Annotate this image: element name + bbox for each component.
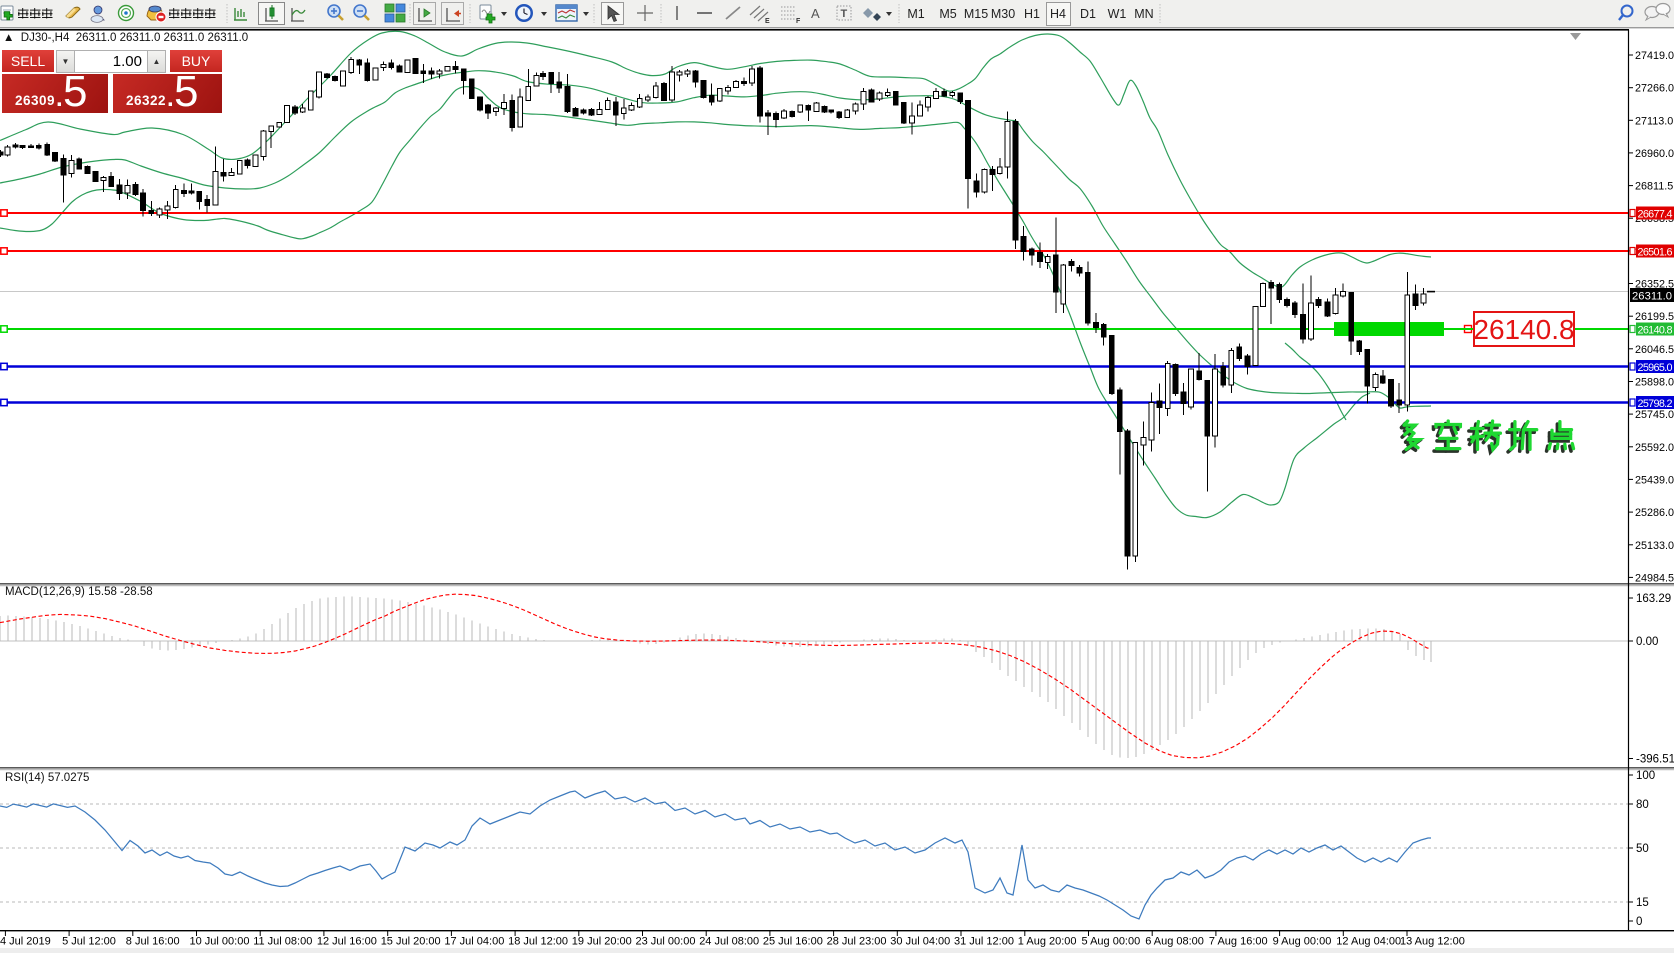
svg-text:12 Jul 16:00: 12 Jul 16:00 <box>317 936 377 948</box>
svg-text:8 Jul 16:00: 8 Jul 16:00 <box>126 936 180 948</box>
svg-text:M15: M15 <box>964 7 988 21</box>
svg-text:5 Jul 12:00: 5 Jul 12:00 <box>62 936 116 948</box>
svg-text:100: 100 <box>1636 770 1655 782</box>
svg-text:19 Jul 20:00: 19 Jul 20:00 <box>572 936 632 948</box>
svg-text:4 Jul 2019: 4 Jul 2019 <box>0 936 51 948</box>
svg-text:M5: M5 <box>939 7 956 21</box>
svg-text:T: T <box>841 8 848 20</box>
svg-text:F: F <box>796 18 801 25</box>
svg-text:5 Aug 00:00: 5 Aug 00:00 <box>1082 936 1141 948</box>
svg-text:MN: MN <box>1134 7 1153 21</box>
svg-text:24 Jul 08:00: 24 Jul 08:00 <box>699 936 759 948</box>
svg-text:163.29: 163.29 <box>1636 593 1671 605</box>
svg-text:9 Aug 00:00: 9 Aug 00:00 <box>1273 936 1332 948</box>
svg-text:26677.4: 26677.4 <box>1638 209 1673 221</box>
svg-text:50: 50 <box>1636 843 1649 855</box>
svg-text:27266.0: 27266.0 <box>1635 83 1674 95</box>
svg-text:13 Aug 12:00: 13 Aug 12:00 <box>1400 936 1465 948</box>
svg-text:RSI(14) 57.0275: RSI(14) 57.0275 <box>5 772 89 784</box>
svg-text:26140.8: 26140.8 <box>1638 325 1673 337</box>
svg-text:25745.0: 25745.0 <box>1635 409 1674 421</box>
svg-text:11 Jul 08:00: 11 Jul 08:00 <box>253 936 312 948</box>
svg-text:25286.0: 25286.0 <box>1635 507 1674 519</box>
svg-text:17 Jul 04:00: 17 Jul 04:00 <box>444 936 504 948</box>
svg-text:15: 15 <box>1636 897 1649 909</box>
svg-text:26311.0: 26311.0 <box>1632 291 1672 303</box>
svg-text:26811.5: 26811.5 <box>1635 181 1673 193</box>
svg-text:H1: H1 <box>1024 7 1040 21</box>
svg-text:M1: M1 <box>907 7 924 21</box>
svg-text:12 Aug 04:00: 12 Aug 04:00 <box>1336 936 1401 948</box>
svg-text:27113.0: 27113.0 <box>1635 115 1673 127</box>
svg-text:27419.0: 27419.0 <box>1635 50 1674 62</box>
svg-text:25 Jul 16:00: 25 Jul 16:00 <box>763 936 823 948</box>
svg-text:24984.5: 24984.5 <box>1635 572 1674 584</box>
svg-text:0: 0 <box>1636 916 1642 928</box>
svg-text:26199.5: 26199.5 <box>1635 311 1674 323</box>
svg-text:80: 80 <box>1636 799 1649 811</box>
svg-text:26046.5: 26046.5 <box>1635 344 1674 356</box>
svg-text:26352.5: 26352.5 <box>1635 279 1674 291</box>
svg-text:15 Jul 20:00: 15 Jul 20:00 <box>381 936 441 948</box>
svg-text:25592.0: 25592.0 <box>1635 442 1674 454</box>
svg-text:28 Jul 23:00: 28 Jul 23:00 <box>827 936 887 948</box>
svg-text:-396.51: -396.51 <box>1636 754 1674 766</box>
svg-text:7 Aug 16:00: 7 Aug 16:00 <box>1209 936 1268 948</box>
svg-text:6 Aug 08:00: 6 Aug 08:00 <box>1145 936 1204 948</box>
svg-text:W1: W1 <box>1108 7 1127 21</box>
svg-text:0.00: 0.00 <box>1636 636 1658 648</box>
svg-text:E: E <box>765 18 770 25</box>
svg-text:30 Jul 04:00: 30 Jul 04:00 <box>890 936 950 948</box>
svg-text:H4: H4 <box>1050 7 1066 21</box>
svg-text:A: A <box>811 6 820 21</box>
svg-text:25439.0: 25439.0 <box>1635 474 1674 486</box>
svg-text:26960.0: 26960.0 <box>1635 148 1674 160</box>
svg-text:31 Jul 12:00: 31 Jul 12:00 <box>954 936 1014 948</box>
svg-text:10 Jul 00:00: 10 Jul 00:00 <box>190 936 250 948</box>
svg-text:D1: D1 <box>1080 7 1096 21</box>
svg-text:18 Jul 12:00: 18 Jul 12:00 <box>508 936 568 948</box>
svg-text:26140.8: 26140.8 <box>1473 314 1574 345</box>
svg-text:25133.0: 25133.0 <box>1635 540 1674 552</box>
svg-text:M30: M30 <box>991 7 1015 21</box>
svg-text:MACD(12,26,9) 15.58 -28.58: MACD(12,26,9) 15.58 -28.58 <box>5 586 153 598</box>
svg-text:23 Jul 00:00: 23 Jul 00:00 <box>636 936 696 948</box>
svg-text:26501.6: 26501.6 <box>1638 247 1673 259</box>
svg-text:25798.2: 25798.2 <box>1638 398 1673 410</box>
svg-text:25898.0: 25898.0 <box>1635 377 1674 389</box>
svg-text:25965.0: 25965.0 <box>1638 362 1673 374</box>
svg-text:1 Aug 20:00: 1 Aug 20:00 <box>1018 936 1077 948</box>
